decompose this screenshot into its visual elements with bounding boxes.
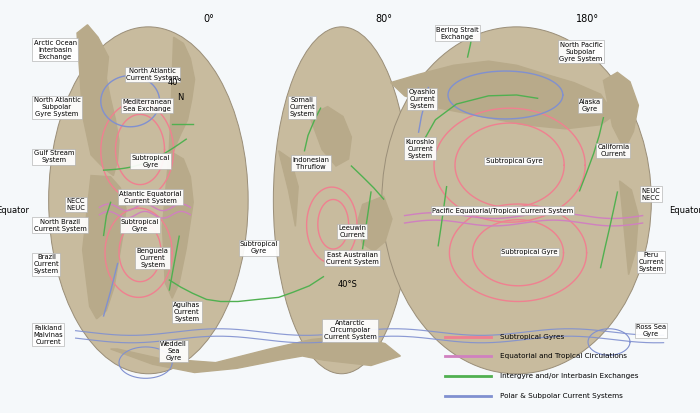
Text: 80°: 80° xyxy=(375,14,392,24)
Polygon shape xyxy=(279,151,298,226)
Text: 40°: 40° xyxy=(168,78,182,87)
Text: Oyashio
Current
System: Oyashio Current System xyxy=(409,89,435,109)
Text: Peru
Current
System: Peru Current System xyxy=(638,252,664,272)
Text: Subtropical
Gyre: Subtropical Gyre xyxy=(132,154,169,168)
Text: 180°: 180° xyxy=(576,14,600,24)
Text: Somali
Current
System: Somali Current System xyxy=(290,97,315,117)
Polygon shape xyxy=(603,72,638,150)
Text: North Atlantic
Subpolar
Gyre System: North Atlantic Subpolar Gyre System xyxy=(34,97,80,117)
Text: Intergyre and/or Interbasin Exchanges: Intergyre and/or Interbasin Exchanges xyxy=(500,373,638,379)
Text: Atlantic Equatorial
Current System: Atlantic Equatorial Current System xyxy=(119,190,182,204)
Ellipse shape xyxy=(382,27,651,374)
Text: Gulf Stream
System: Gulf Stream System xyxy=(34,150,74,164)
Text: North Atlantic
Current System: North Atlantic Current System xyxy=(126,68,179,81)
Text: Falkland
Malvinas
Current: Falkland Malvinas Current xyxy=(34,325,63,344)
Polygon shape xyxy=(620,181,638,275)
Text: Kuroshio
Current
System: Kuroshio Current System xyxy=(405,139,435,159)
Text: Subtropical Gyre: Subtropical Gyre xyxy=(486,158,542,164)
Text: Benguela
Current
System: Benguela Current System xyxy=(136,248,169,268)
Text: Mediterranean
Sea Exchange: Mediterranean Sea Exchange xyxy=(122,99,172,112)
Text: Equator: Equator xyxy=(669,206,700,215)
Text: Indonesian
Thruflow: Indonesian Thruflow xyxy=(293,157,329,170)
Text: Subtropical
Gyre: Subtropical Gyre xyxy=(121,218,159,232)
Text: Subtropical Gyre: Subtropical Gyre xyxy=(501,249,557,255)
Text: Ross Sea
Gyre: Ross Sea Gyre xyxy=(636,324,666,337)
Text: Arctic Ocean
Interbasin
Exchange: Arctic Ocean Interbasin Exchange xyxy=(34,40,77,59)
Text: NECC
NEUC: NECC NEUC xyxy=(66,198,85,211)
Text: Antarctic
Circumpolar
Current System: Antarctic Circumpolar Current System xyxy=(323,320,377,340)
Text: Alaska
Gyre: Alaska Gyre xyxy=(579,99,601,112)
Text: NEUC
NECC: NEUC NECC xyxy=(642,188,660,201)
Polygon shape xyxy=(357,196,392,251)
Text: Pacific Equatorial/Tropical Current System: Pacific Equatorial/Tropical Current Syst… xyxy=(432,208,573,214)
Text: Leeuwin
Current: Leeuwin Current xyxy=(338,225,366,238)
Polygon shape xyxy=(391,61,615,129)
Text: Weddell
Sea
Gyre: Weddell Sea Gyre xyxy=(160,341,187,361)
Text: Agulhas
Current
System: Agulhas Current System xyxy=(174,302,200,322)
Text: Polar & Subpolar Current Systems: Polar & Subpolar Current Systems xyxy=(500,393,623,399)
Text: 0°: 0° xyxy=(203,14,214,24)
Text: Bering Strait
Exchange: Bering Strait Exchange xyxy=(436,26,478,40)
Text: North Pacific
Subpolar
Gyre System: North Pacific Subpolar Gyre System xyxy=(559,42,603,62)
Ellipse shape xyxy=(49,27,248,374)
Text: N: N xyxy=(177,93,184,102)
Polygon shape xyxy=(309,107,351,166)
Polygon shape xyxy=(111,335,400,373)
Text: Equator: Equator xyxy=(0,206,29,215)
Polygon shape xyxy=(162,151,193,298)
Text: Brazil
Current
System: Brazil Current System xyxy=(34,254,60,274)
Polygon shape xyxy=(77,25,119,176)
Text: Subtropical
Gyre: Subtropical Gyre xyxy=(240,241,278,254)
Text: East Australian
Current System: East Australian Current System xyxy=(326,252,379,265)
Text: North Brazil
Current System: North Brazil Current System xyxy=(34,218,87,232)
Text: California
Current: California Current xyxy=(597,144,629,157)
Polygon shape xyxy=(83,176,126,319)
Text: Equatorial and Tropical Circulations: Equatorial and Tropical Circulations xyxy=(500,354,626,359)
Polygon shape xyxy=(168,37,195,176)
Text: Subtropical Gyres: Subtropical Gyres xyxy=(500,334,564,339)
Ellipse shape xyxy=(273,27,410,374)
Text: 40°S: 40°S xyxy=(337,280,357,290)
